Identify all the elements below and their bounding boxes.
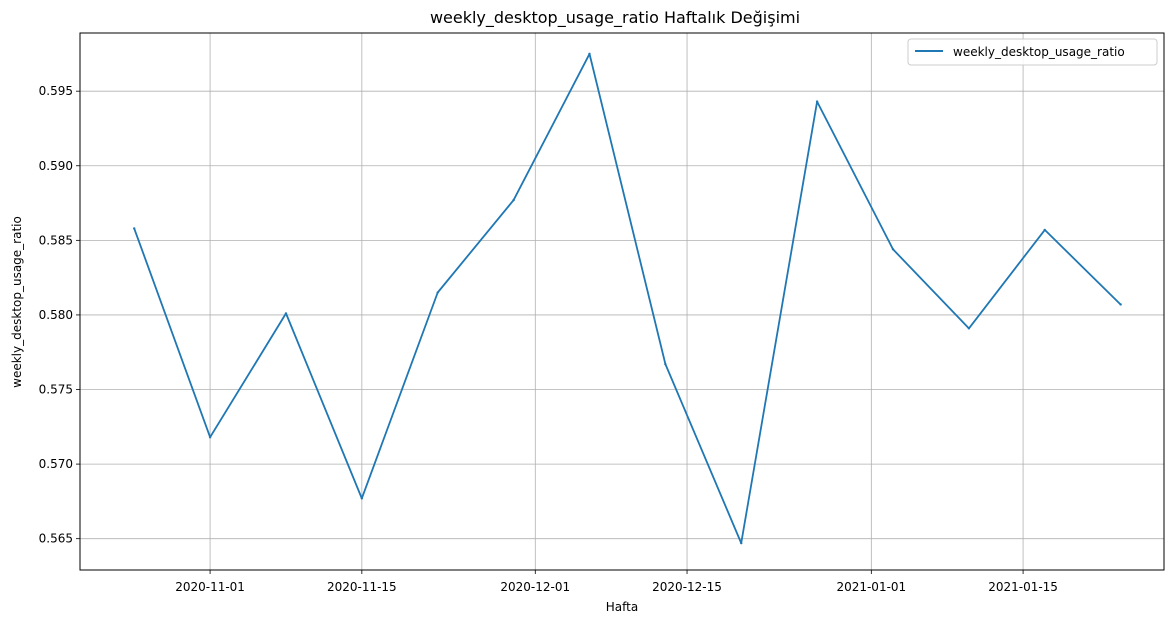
data-point bbox=[588, 52, 591, 56]
y-tick-label: 0.580 bbox=[39, 308, 73, 322]
series-group bbox=[133, 52, 1122, 545]
y-tick-label: 0.575 bbox=[39, 383, 73, 397]
x-tick-label: 2020-11-01 bbox=[175, 580, 245, 594]
x-axis: 2020-11-01 2020-11-15 2020-12-01 2020-12-15… bbox=[175, 570, 1058, 594]
chart-title: weekly_desktop_usage_ratio Haftalık Deği… bbox=[430, 8, 800, 28]
data-point bbox=[1043, 228, 1046, 232]
plot-area bbox=[79, 32, 1165, 571]
x-tick-label: 2020-11-15 bbox=[327, 580, 397, 594]
y-axis: 0.565 0.570 0.575 0.580 0.585 0.590 0.595 bbox=[39, 84, 80, 546]
data-point bbox=[891, 248, 895, 251]
data-point bbox=[967, 327, 971, 330]
y-tick-label: 0.570 bbox=[39, 457, 73, 471]
x-tick-label: 2021-01-15 bbox=[988, 580, 1058, 594]
y-axis-label: weekly_desktop_usage_ratio bbox=[10, 216, 24, 388]
data-point bbox=[815, 100, 819, 103]
data-point bbox=[436, 291, 439, 294]
grid-lines bbox=[80, 33, 1164, 570]
x-tick-label: 2021-01-01 bbox=[836, 580, 906, 594]
x-tick-label: 2020-12-15 bbox=[652, 580, 722, 594]
y-tick-label: 0.590 bbox=[39, 159, 73, 173]
legend-box bbox=[907, 38, 1158, 66]
data-point bbox=[284, 312, 288, 315]
y-tick-label: 0.585 bbox=[39, 233, 73, 247]
legend-label: weekly_desktop_usage_ratio bbox=[953, 45, 1125, 59]
y-tick-label: 0.595 bbox=[39, 84, 73, 98]
data-point bbox=[133, 227, 136, 230]
series-line bbox=[133, 53, 1122, 544]
x-axis-label: Hafta bbox=[606, 600, 638, 614]
data-point bbox=[1119, 303, 1122, 306]
data-point bbox=[512, 198, 515, 202]
legend: weekly_desktop_usage_ratio bbox=[907, 38, 1158, 66]
data-point bbox=[740, 541, 743, 545]
y-tick-label: 0.565 bbox=[39, 532, 73, 546]
x-tick-label: 2020-12-01 bbox=[500, 580, 570, 594]
data-point bbox=[360, 497, 364, 500]
data-point bbox=[208, 436, 212, 439]
data-point bbox=[664, 362, 667, 366]
